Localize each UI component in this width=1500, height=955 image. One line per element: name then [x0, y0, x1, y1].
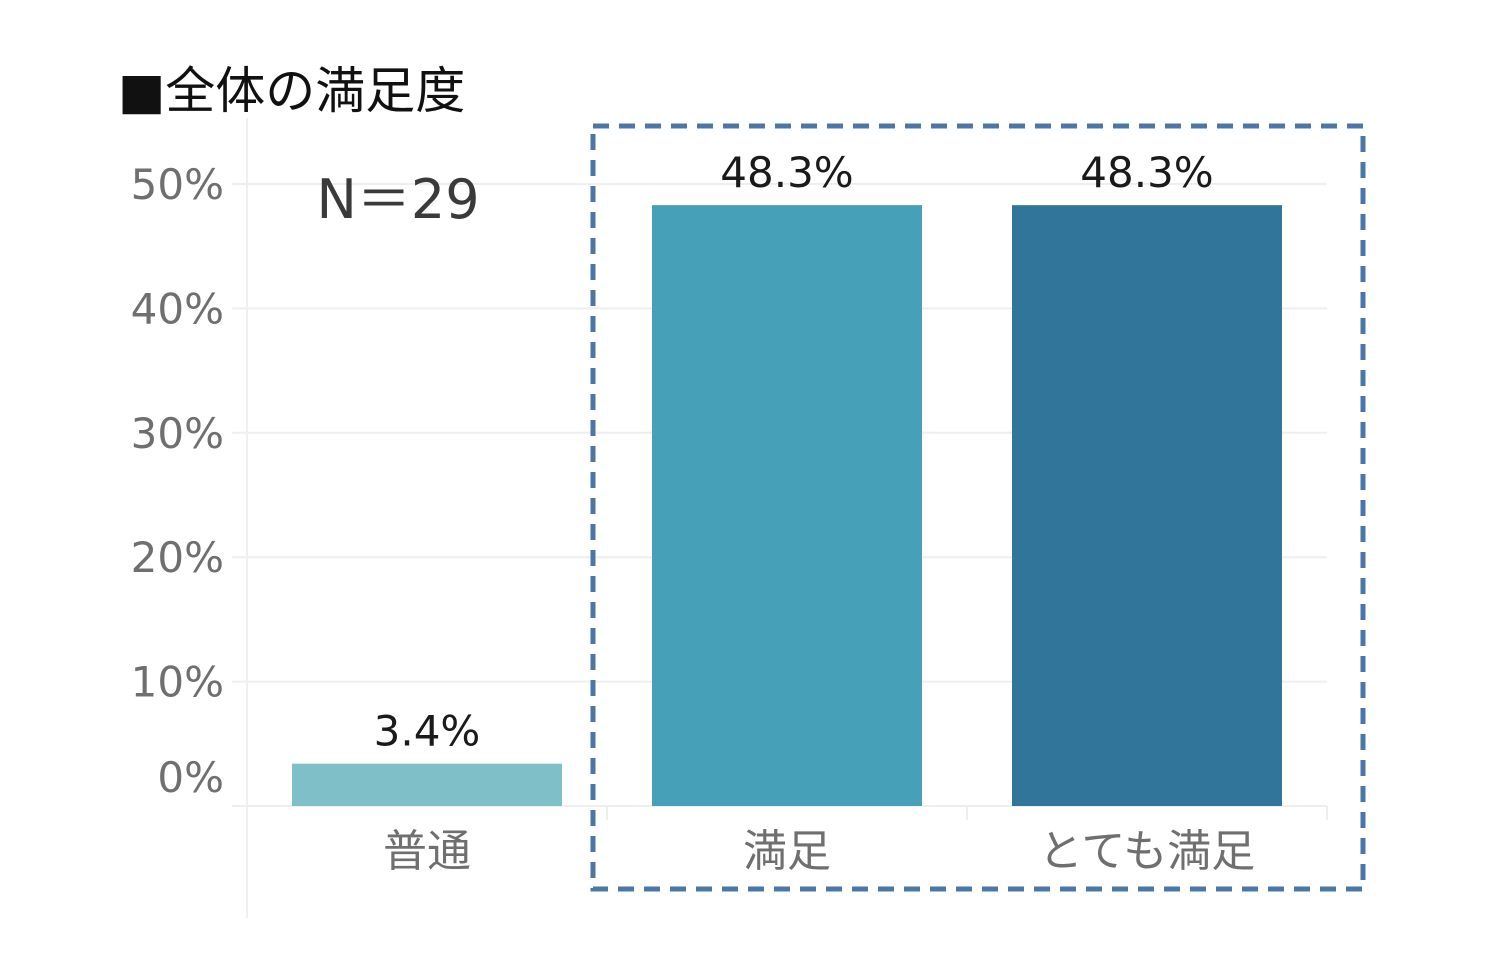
data-label: 3.4% — [374, 707, 481, 756]
y-tick-label: 20% — [131, 533, 224, 582]
x-tick-label: とても満足 — [1039, 826, 1255, 877]
bars — [292, 205, 1282, 806]
data-label: 48.3% — [1080, 148, 1213, 197]
bar — [1012, 205, 1282, 806]
x-tick-label: 満足 — [743, 826, 831, 877]
bar — [652, 205, 922, 806]
y-tick-label: 0% — [157, 753, 224, 802]
bar — [292, 763, 562, 806]
chart-title: ■全体の満足度 — [118, 62, 465, 120]
data-label: 48.3% — [720, 148, 853, 197]
y-tick-label: 40% — [131, 284, 224, 333]
labels: 0% 10% 20% 30% 40% 50% 3.4% 普通 48.3% 満足 48.3% とても満足 — [131, 148, 1256, 877]
y-tick-label: 10% — [131, 658, 224, 707]
y-tick-label: 30% — [131, 409, 224, 458]
highlight-box — [590, 123, 1366, 892]
x-tick-label: 普通 — [383, 826, 471, 877]
y-tick-label: 50% — [131, 160, 224, 209]
sample-size-annotation: N＝29 — [316, 168, 479, 231]
